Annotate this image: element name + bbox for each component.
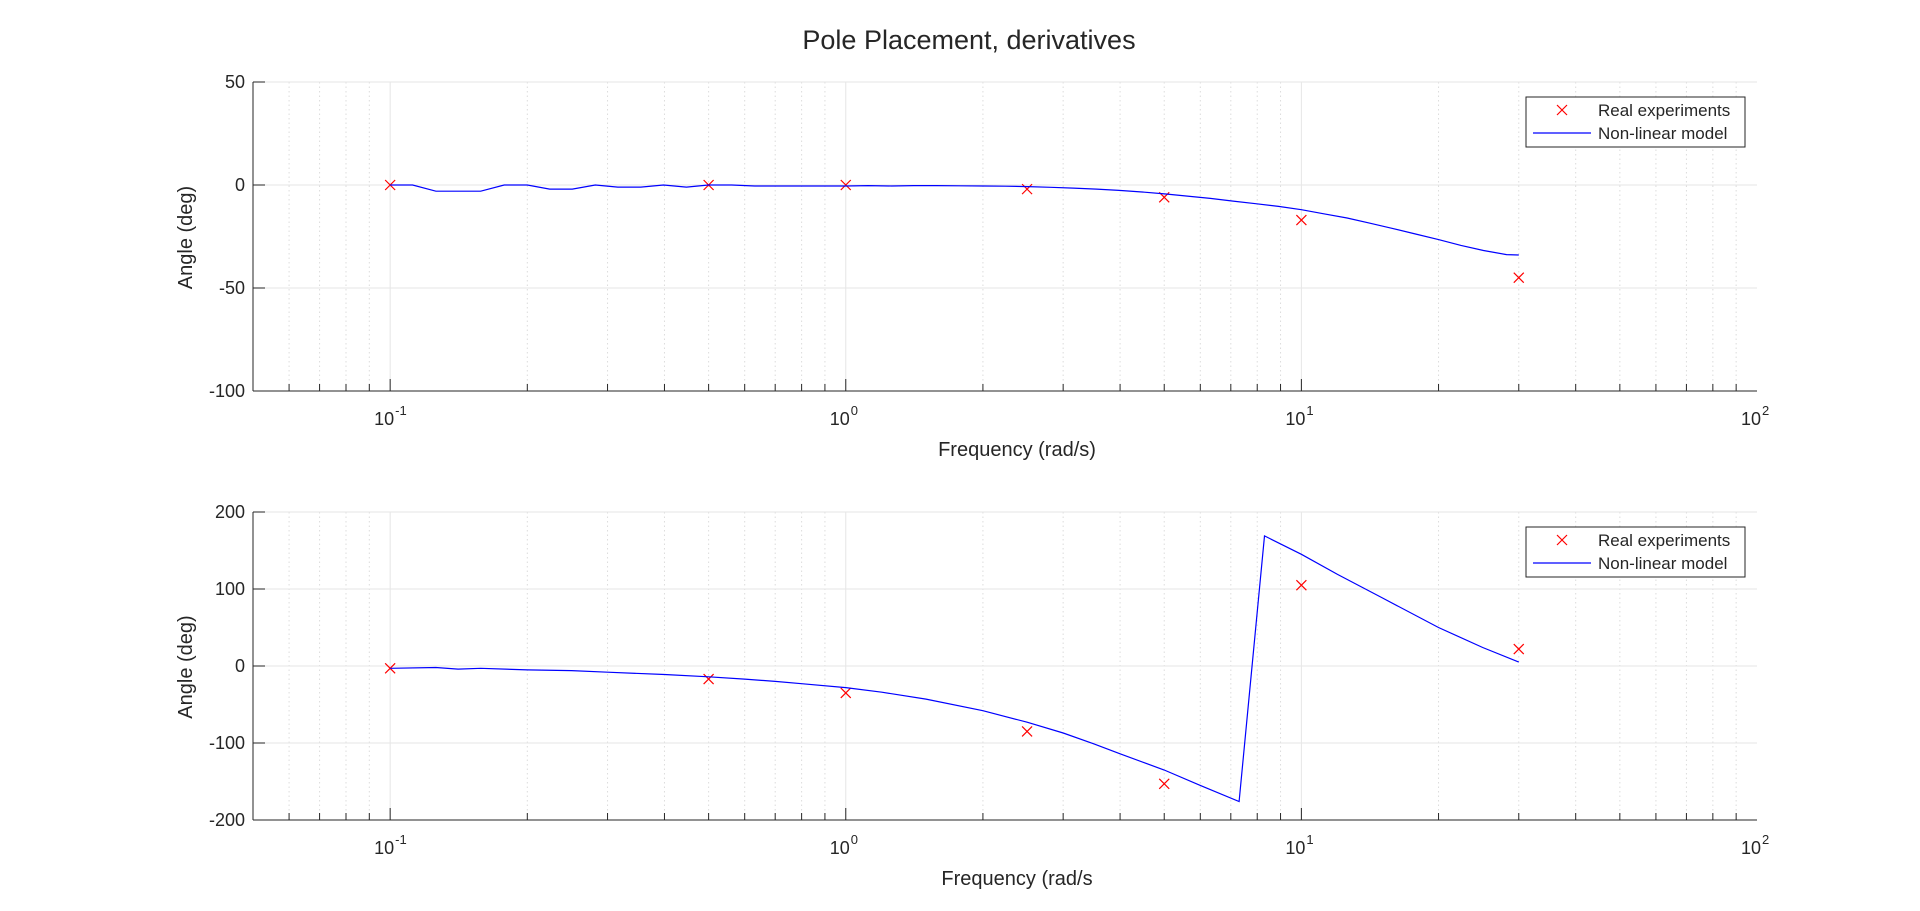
y-axis-label: Angle (deg)	[175, 615, 197, 718]
data-point-marker	[1021, 183, 1033, 195]
legend: Real experiments Non-linear model	[1525, 526, 1746, 578]
legend-box	[1525, 96, 1746, 148]
legend-marker-swatch	[1556, 104, 1568, 116]
x-tick-exponent: 1	[1306, 832, 1313, 847]
x-tick-base: 10	[1741, 838, 1761, 858]
x-tick-label: 10 1	[1285, 832, 1313, 858]
y-axis-label: Angle (deg)	[175, 186, 197, 289]
x-tick-base: 10	[374, 838, 394, 858]
x-tick-base: 10	[374, 409, 394, 429]
x-axis-label: Frequency (rad/s)	[938, 439, 1096, 461]
x-tick-exponent: -1	[395, 832, 407, 847]
y-tick-label: -50	[219, 278, 245, 298]
data-point-marker	[840, 687, 852, 699]
x-tick-label: 10 2	[1741, 832, 1769, 858]
experiment-marker-series	[384, 579, 1525, 790]
data-point-marker	[384, 179, 396, 191]
legend-entry-label: Real experiments	[1598, 101, 1730, 120]
y-tick-label: 0	[235, 656, 245, 676]
legend-marker-swatch	[1556, 534, 1568, 546]
data-point-marker	[1295, 214, 1307, 226]
legend-entry-label: Non-linear model	[1598, 554, 1727, 573]
data-point-marker	[1513, 272, 1525, 284]
y-tick-label: 0	[235, 175, 245, 195]
y-tick-label: -200	[209, 810, 245, 830]
model-line-series	[390, 184, 1519, 256]
legend: Real experiments Non-linear model	[1525, 96, 1746, 148]
x-tick-base: 10	[830, 838, 850, 858]
x-tick-label: 10 -1	[374, 403, 407, 429]
y-tick-label: -100	[209, 733, 245, 753]
y-tick-label: 50	[225, 72, 245, 92]
data-point-marker	[1295, 579, 1307, 591]
x-tick-base: 10	[1741, 409, 1761, 429]
x-tick-base: 10	[1285, 409, 1305, 429]
x-tick-label: 10 0	[830, 832, 858, 858]
data-point-marker	[384, 662, 396, 674]
data-point-marker	[840, 179, 852, 191]
x-tick-exponent: 1	[1306, 403, 1313, 418]
x-axis-label: Frequency (rad/s	[941, 868, 1092, 890]
y-tick-label: 100	[215, 579, 245, 599]
data-point-marker	[1513, 643, 1525, 655]
data-point-marker	[1021, 726, 1033, 737]
experiment-marker-series	[384, 179, 1525, 284]
x-tick-label: 10 1	[1285, 403, 1313, 429]
data-point-marker	[703, 673, 715, 685]
series-line	[390, 534, 1520, 803]
x-tick-exponent: -1	[395, 403, 407, 418]
legend-entry-label: Real experiments	[1598, 531, 1730, 550]
x-tick-label: 10 0	[830, 403, 858, 429]
x-tick-base: 10	[830, 409, 850, 429]
series-line	[390, 184, 1519, 256]
model-line-series	[390, 534, 1520, 803]
figure-title: Pole Placement, derivatives	[802, 25, 1135, 55]
x-tick-base: 10	[1285, 838, 1305, 858]
x-tick-exponent: 0	[851, 403, 858, 418]
x-tick-exponent: 2	[1762, 832, 1769, 847]
y-tick-label: -100	[209, 381, 245, 401]
legend-box	[1525, 526, 1746, 578]
legend-entry-label: Non-linear model	[1598, 124, 1727, 143]
x-tick-label: 10 2	[1741, 403, 1769, 429]
y-tick-label: 200	[215, 502, 245, 522]
x-tick-exponent: 0	[851, 832, 858, 847]
x-tick-exponent: 2	[1762, 403, 1769, 418]
data-point-marker	[1158, 778, 1170, 790]
x-tick-label: 10 -1	[374, 832, 407, 858]
